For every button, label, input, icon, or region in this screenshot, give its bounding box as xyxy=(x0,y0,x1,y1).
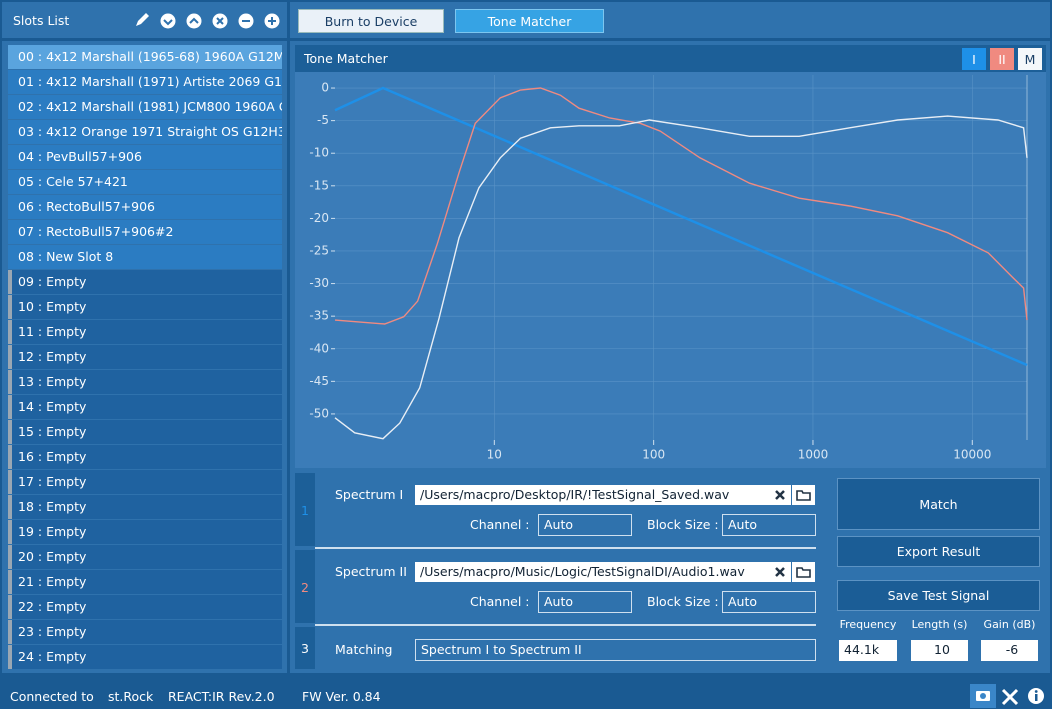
y-tick-label: -5 xyxy=(317,113,329,127)
setting-label: Frequency xyxy=(839,618,897,631)
block-field[interactable]: Auto xyxy=(722,591,816,613)
path-field[interactable]: /Users/macpro/Music/Logic/TestSignalDI/A… xyxy=(415,562,769,582)
slot-row[interactable]: 15 : Empty xyxy=(8,420,282,444)
x-tick-label: 100 xyxy=(642,448,665,462)
slot-row[interactable]: 07 : RectoBull57+906#2 xyxy=(8,220,282,244)
slot-row[interactable]: 05 : Cele 57+421 xyxy=(8,170,282,194)
series-line xyxy=(334,86,1028,367)
channel-label: Channel : xyxy=(470,517,530,532)
slot-tools[interactable] xyxy=(130,10,285,32)
slot-row[interactable]: 18 : Empty xyxy=(8,495,282,519)
slot-row[interactable]: 09 : Empty xyxy=(8,270,282,294)
row-index-bg xyxy=(295,550,315,623)
slot-row[interactable]: 01 : 4x12 Marshall (1971) Artiste 2069 G… xyxy=(8,70,282,94)
series-line xyxy=(334,115,1028,440)
slot-row[interactable]: 24 : Empty xyxy=(8,645,282,669)
y-tick-label: -30 xyxy=(309,276,329,290)
slot-row[interactable]: 11 : Empty xyxy=(8,320,282,344)
tone-matcher-tab[interactable]: Tone Matcher xyxy=(455,9,604,33)
block-field[interactable]: Auto xyxy=(722,514,816,536)
slot-row[interactable]: 14 : Empty xyxy=(8,395,282,419)
y-tick-label: -25 xyxy=(309,243,329,257)
block-label: Block Size : xyxy=(647,517,719,532)
y-tick-label: -10 xyxy=(309,146,329,160)
matching-label: Matching xyxy=(335,642,393,657)
slot-row[interactable]: 12 : Empty xyxy=(8,345,282,369)
setting-field[interactable]: -6 xyxy=(981,640,1038,661)
legend-M[interactable]: M xyxy=(1018,48,1042,70)
legend-II[interactable]: II xyxy=(990,48,1014,70)
slot-row[interactable]: 00 : 4x12 Marshall (1965-68) 1960A G12M2 xyxy=(8,45,282,69)
status-firmware: FW Ver. 0.84 xyxy=(302,689,381,704)
status-icons[interactable] xyxy=(970,684,1050,708)
y-tick-label: 0 xyxy=(321,81,329,95)
channel-field[interactable]: Auto xyxy=(538,591,632,613)
y-tick-label: -50 xyxy=(309,406,329,420)
setting-label: Gain (dB) xyxy=(983,618,1036,631)
legend-I[interactable]: I xyxy=(962,48,986,70)
slot-row[interactable]: 23 : Empty xyxy=(8,620,282,644)
status-connected: Connected to xyxy=(10,689,94,704)
channel-label: Channel : xyxy=(470,594,530,609)
panel-title: Tone Matcher xyxy=(304,51,388,66)
slot-row[interactable]: 10 : Empty xyxy=(8,295,282,319)
row-index-bg xyxy=(295,473,315,546)
row-divider xyxy=(315,624,816,626)
matching-field[interactable]: Spectrum I to Spectrum II xyxy=(415,639,816,661)
slot-row[interactable]: 04 : PevBull57+906 xyxy=(8,145,282,169)
slot-row[interactable]: 22 : Empty xyxy=(8,595,282,619)
slot-row[interactable]: 08 : New Slot 8 xyxy=(8,245,282,269)
y-tick-label: -35 xyxy=(309,309,329,323)
block-label: Block Size : xyxy=(647,594,719,609)
x-tick-label: 1000 xyxy=(798,448,829,462)
save-button[interactable]: Save Test Signal xyxy=(837,580,1040,611)
y-tick-label: -40 xyxy=(309,341,329,355)
slot-row[interactable]: 02 : 4x12 Marshall (1981) JCM800 1960A G… xyxy=(8,95,282,119)
status-model: REACT:IR Rev.2.0 xyxy=(168,689,275,704)
y-tick-label: -45 xyxy=(309,374,329,388)
path-field[interactable]: /Users/macpro/Desktop/IR/!TestSignal_Sav… xyxy=(415,485,769,505)
spectrum-label: Spectrum I xyxy=(335,487,404,502)
slot-row[interactable]: 20 : Empty xyxy=(8,545,282,569)
panel-titlebar xyxy=(295,45,1046,72)
spectrum-chart: 0 -5 -10 -15 -20 -25 -30 -35 -40 -45 -50 10 100 1000 1… xyxy=(295,72,1046,468)
status-device: st.Rock xyxy=(108,689,154,704)
slot-row[interactable]: 17 : Empty xyxy=(8,470,282,494)
folder-button[interactable] xyxy=(792,562,815,582)
row-index: 2 xyxy=(301,580,309,595)
row-index-bg xyxy=(295,627,315,669)
slot-row[interactable]: 06 : RectoBull57+906 xyxy=(8,195,282,219)
row-index: 3 xyxy=(301,641,309,656)
y-tick-label: -20 xyxy=(309,211,329,225)
clear-button[interactable] xyxy=(769,562,791,582)
slot-row[interactable]: 16 : Empty xyxy=(8,445,282,469)
slot-row[interactable]: 13 : Empty xyxy=(8,370,282,394)
slot-row[interactable]: 03 : 4x12 Orange 1971 Straight OS G12H30… xyxy=(8,120,282,144)
y-tick-label: -15 xyxy=(309,178,329,192)
setting-field[interactable]: 10 xyxy=(911,640,968,661)
row-divider xyxy=(315,547,816,549)
match-button[interactable]: Match xyxy=(837,478,1040,530)
series-line xyxy=(334,87,1028,325)
folder-button[interactable] xyxy=(792,485,815,505)
slot-row[interactable]: 21 : Empty xyxy=(8,570,282,594)
export-button[interactable]: Export Result xyxy=(837,536,1040,567)
slot-row[interactable]: 19 : Empty xyxy=(8,520,282,544)
clear-button[interactable] xyxy=(769,485,791,505)
spectrum-label: Spectrum II xyxy=(335,564,407,579)
setting-label: Length (s) xyxy=(911,618,968,631)
burn-button[interactable]: Burn to Device xyxy=(298,9,444,33)
setting-field[interactable]: 44.1k xyxy=(839,640,897,661)
channel-field[interactable]: Auto xyxy=(538,514,632,536)
x-tick-label: 10 xyxy=(487,448,502,462)
x-tick-label: 10000 xyxy=(953,448,991,462)
row-index: 1 xyxy=(301,503,309,518)
sidebar-title: Slots List xyxy=(13,13,70,28)
